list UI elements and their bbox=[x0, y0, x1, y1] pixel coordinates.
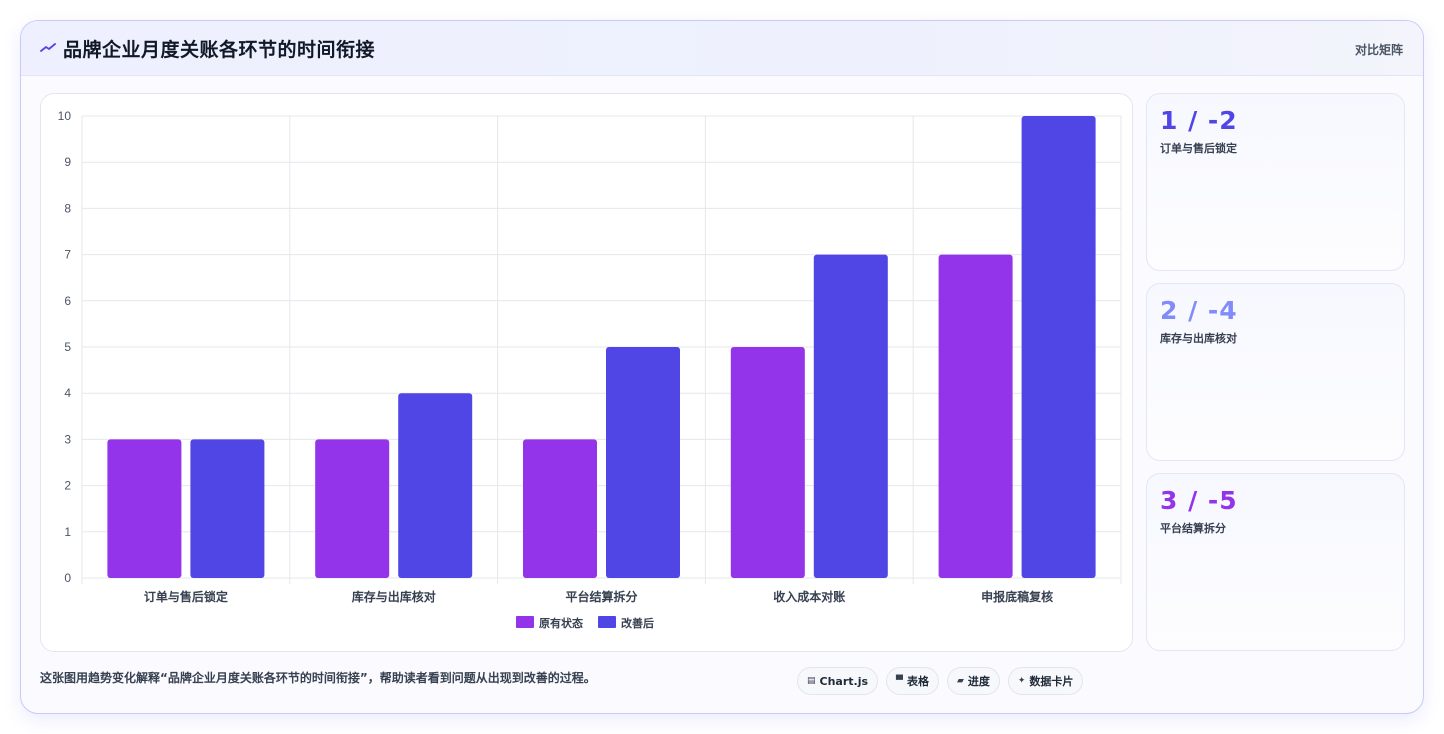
kpi-label: 库存与出库核对 bbox=[1160, 332, 1237, 345]
chip-chartjs[interactable]: ▤ Chart.js bbox=[797, 667, 879, 695]
x-tick-label: 库存与出库核对 bbox=[352, 589, 436, 604]
legend-label: 改善后 bbox=[621, 616, 654, 630]
bar-original bbox=[107, 439, 182, 578]
y-tick-label: 4 bbox=[64, 386, 71, 400]
chart-panel: 0 1 2 3 4 5 6 7 8 9 10 订单与售后锁定 库存与出库核对 平台结算拆分 收入成本对账 申报… bbox=[40, 93, 1133, 652]
chart-caption: 这张图用趋势变化解释“品牌企业月度关账各环节的时间衔接”，帮助读者看到问题从出现… bbox=[40, 671, 596, 685]
kpi-label: 平台结算拆分 bbox=[1160, 522, 1226, 535]
kpi-label: 订单与售后锁定 bbox=[1160, 142, 1237, 155]
chip-label: 进度 bbox=[967, 675, 990, 688]
legend-swatch bbox=[598, 616, 616, 628]
chip-progress[interactable]: ▰ 进度 bbox=[946, 667, 1000, 695]
view-mode-label[interactable]: 对比矩阵 bbox=[1354, 43, 1403, 57]
chip-label: 数据卡片 bbox=[1029, 675, 1074, 688]
kpi-value: 2 / -4 bbox=[1160, 296, 1238, 325]
kpi-value: 3 / -5 bbox=[1160, 486, 1238, 515]
chip-table[interactable]: ▀ 表格 bbox=[886, 667, 939, 695]
bar-original bbox=[730, 347, 805, 578]
bar-chart: 0 1 2 3 4 5 6 7 8 9 10 订单与售后锁定 库存与出库核对 平台结算拆分 收入成本对账 申报… bbox=[58, 109, 1122, 630]
kpi-card-3: 3 / -5 平台结算拆分 bbox=[1146, 473, 1405, 651]
y-tick-label: 5 bbox=[64, 340, 71, 354]
bar-improved bbox=[190, 439, 265, 578]
chip-bar: ▤ Chart.js ▀ 表格 ▰ 进度 ✦ 数据卡片 bbox=[797, 667, 1084, 695]
y-tick-label: 2 bbox=[64, 479, 71, 493]
x-tick-label: 订单与售后锁定 bbox=[144, 589, 228, 604]
trend-line-icon bbox=[40, 43, 56, 52]
bar-improved bbox=[813, 254, 888, 578]
y-tick-label: 0 bbox=[64, 571, 71, 585]
y-tick-label: 3 bbox=[64, 432, 71, 446]
progress-icon: ▰ bbox=[956, 676, 964, 686]
page-title: 品牌企业月度关账各环节的时间衔接 bbox=[63, 39, 376, 61]
kpi-value: 1 / -2 bbox=[1160, 106, 1238, 135]
y-tick-label: 10 bbox=[58, 109, 72, 123]
chip-label: Chart.js bbox=[819, 674, 869, 688]
card-header: 品牌企业月度关账各环节的时间衔接 对比矩阵 bbox=[21, 21, 1423, 76]
y-tick-label: 1 bbox=[64, 525, 71, 539]
bar-original bbox=[523, 439, 597, 578]
bar-improved bbox=[398, 393, 473, 578]
bar-improved bbox=[1021, 116, 1096, 578]
x-tick-label: 申报底稿复核 bbox=[981, 589, 1053, 604]
y-tick-label: 6 bbox=[64, 294, 71, 308]
y-tick-label: 8 bbox=[64, 201, 71, 215]
x-tick-label: 平台结算拆分 bbox=[565, 589, 637, 604]
chip-label: 表格 bbox=[906, 675, 929, 688]
kpi-card-2: 2 / -4 库存与出库核对 bbox=[1146, 283, 1405, 461]
bar-improved bbox=[606, 347, 680, 578]
legend-label: 原有状态 bbox=[539, 616, 583, 630]
kpi-card-1: 1 / -2 订单与售后锁定 bbox=[1146, 93, 1405, 271]
y-tick-label: 9 bbox=[64, 155, 71, 169]
table-icon: ▀ bbox=[896, 676, 903, 686]
x-tick-label: 收入成本对账 bbox=[773, 589, 845, 604]
bar-original bbox=[938, 254, 1013, 578]
chart-icon: ▤ bbox=[807, 676, 816, 686]
dashboard-card: 品牌企业月度关账各环节的时间衔接 对比矩阵 0 1 2 3 4 5 6 7 8 9 10 订单与售后锁… bbox=[20, 20, 1424, 714]
y-tick-label: 7 bbox=[64, 248, 71, 262]
chip-data-card[interactable]: ✦ 数据卡片 bbox=[1007, 667, 1084, 695]
card-icon: ✦ bbox=[1017, 676, 1026, 686]
bar-original bbox=[315, 439, 390, 578]
legend-swatch bbox=[516, 616, 534, 628]
